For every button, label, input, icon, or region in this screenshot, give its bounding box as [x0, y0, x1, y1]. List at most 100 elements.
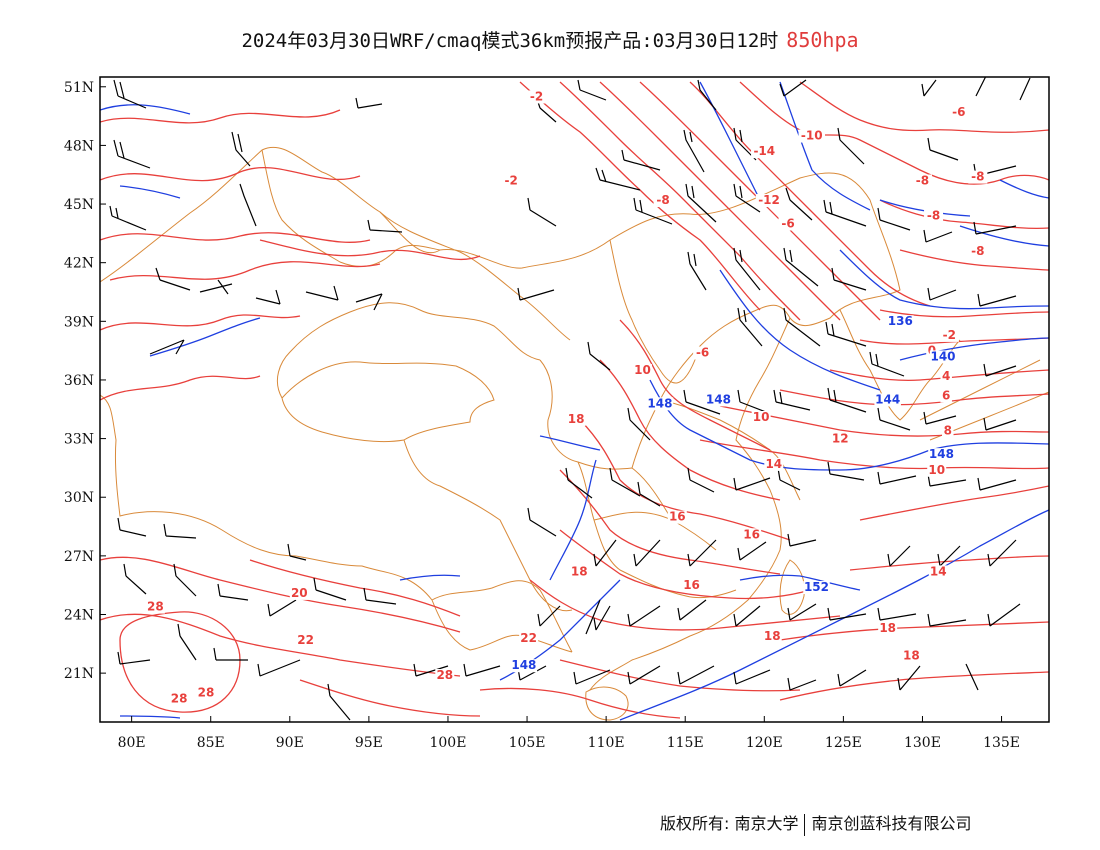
temp-contour — [779, 389, 1049, 406]
temperature-label-bg — [968, 170, 988, 184]
temperature-label: 16 — [683, 578, 700, 592]
wind-barb — [827, 607, 867, 621]
temperature-label: 18 — [903, 648, 920, 662]
xinjiang-border — [261, 149, 441, 267]
wind-barb — [733, 247, 761, 291]
height-label: 152 — [804, 580, 829, 594]
lat-tick-label: 30N — [64, 490, 94, 506]
temperature-label-bg — [569, 565, 589, 579]
temperature-label-bg — [762, 629, 782, 643]
wind-barb — [627, 605, 661, 627]
wind-barb — [677, 599, 707, 621]
wind-barb — [123, 563, 147, 595]
temperature-label: -6 — [952, 105, 965, 119]
temp-contour — [109, 261, 381, 281]
temp-contour — [259, 239, 481, 261]
temperature-label-bg — [940, 389, 952, 403]
height-label-bg — [803, 581, 830, 595]
wind-barb — [927, 137, 959, 161]
wind-barb — [213, 647, 248, 661]
wind-barb — [577, 79, 607, 101]
wind-barb — [527, 507, 557, 537]
temperature-label-bg — [145, 600, 165, 614]
wind-barb — [117, 517, 147, 537]
wind-barb — [923, 229, 953, 243]
height-label-bg — [510, 659, 538, 673]
temp-contour — [529, 579, 841, 631]
temperature-label-bg — [940, 369, 952, 383]
height-contour — [119, 185, 181, 199]
wind-barb — [287, 543, 307, 561]
wind-barb — [733, 669, 771, 685]
height-label: 148 — [706, 392, 731, 406]
height-label: 148 — [929, 447, 954, 461]
height-contour — [649, 379, 1049, 471]
temperature-label: 18 — [764, 629, 781, 643]
temperature-label-bg — [942, 424, 954, 438]
wind-barb — [837, 669, 867, 687]
temp-contour — [299, 679, 481, 717]
temp-contour — [829, 369, 1049, 382]
tibet-border — [281, 361, 495, 443]
temp-contour — [100, 232, 371, 243]
lat-tick-label: 51N — [64, 80, 94, 96]
korea-coast — [839, 309, 961, 421]
temperature-label: -8 — [916, 174, 929, 188]
temperature-label-bg — [927, 463, 947, 477]
temperature-label: 28 — [171, 691, 188, 705]
temperature-label-bg — [296, 633, 316, 647]
height-contour — [739, 574, 861, 591]
pressure-level: 850hpa — [786, 28, 859, 52]
wind-barb — [737, 389, 767, 413]
temperature-label: 20 — [291, 586, 308, 600]
lon-tick-label: 110E — [588, 735, 625, 751]
temp-contour — [599, 81, 841, 321]
lat-tick-label: 24N — [64, 608, 94, 624]
height-contour — [899, 337, 1049, 361]
wind-barb — [733, 183, 761, 213]
sichuan-border — [403, 439, 573, 612]
temperature-label: -14 — [753, 144, 775, 158]
wind-barb — [163, 523, 197, 539]
wind-barb — [355, 293, 383, 311]
wind-barb — [779, 79, 807, 97]
temp-contour — [119, 611, 241, 713]
temperature-label-bg — [667, 510, 687, 524]
temperature-label: 16 — [743, 527, 760, 541]
hainan-island — [585, 686, 629, 721]
copyright-separator — [804, 813, 806, 836]
wind-barb — [937, 545, 961, 567]
wind-barb — [787, 677, 817, 691]
wind-barb — [837, 127, 865, 165]
taiwan-island — [779, 559, 805, 615]
wind-barb — [825, 321, 867, 347]
temperature-label-bg — [527, 90, 547, 104]
temperature-label: -8 — [971, 170, 984, 184]
temperature-label: -6 — [781, 217, 794, 231]
height-contour — [719, 269, 881, 391]
temperature-label-bg — [830, 432, 850, 446]
wind-barb — [585, 599, 601, 635]
yunnan-border — [431, 580, 573, 653]
wind-barb — [621, 149, 661, 171]
temperature-label-bg — [901, 649, 921, 663]
wind-barb — [975, 77, 1031, 101]
map-title: 2024年03月30日WRF/cmaq模式36km预报产品:03月30日12时 8… — [0, 26, 1100, 53]
height-contour — [959, 225, 1049, 247]
wind-barb — [787, 603, 817, 621]
wind-barb — [877, 607, 917, 621]
temperature-label-bg — [519, 631, 539, 645]
wind-barb — [609, 467, 641, 497]
lon-tick-label: 80E — [118, 735, 146, 751]
wind-barb — [983, 363, 1017, 377]
wind-barb — [113, 79, 147, 109]
title-text: 2024年03月30日WRF/cmaq模式36km预报产品:03月30日12时 — [241, 30, 779, 52]
temp-contour — [100, 167, 361, 182]
wind-barb — [633, 197, 673, 225]
height-contours — [100, 81, 1049, 721]
temperature-label-bg — [939, 328, 959, 342]
temp-contour — [619, 319, 771, 451]
latitude-axis: 51N 48N 45N 42N 39N 36N 33N 30N 27N 24N 21N — [64, 80, 106, 682]
temperature-label-bg — [798, 129, 825, 143]
